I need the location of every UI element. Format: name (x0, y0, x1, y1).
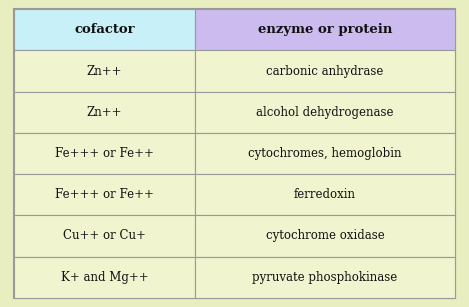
Text: Zn++: Zn++ (87, 106, 122, 119)
Text: pyruvate phosphokinase: pyruvate phosphokinase (252, 271, 398, 284)
Text: alcohol dehydrogenase: alcohol dehydrogenase (256, 106, 393, 119)
Bar (14, 257, 195, 298)
Text: carbonic anhydrase: carbonic anhydrase (266, 64, 384, 78)
Text: Cu++ or Cu+: Cu++ or Cu+ (63, 229, 146, 243)
Text: Fe+++ or Fe++: Fe+++ or Fe++ (55, 147, 154, 160)
Text: Fe+++ or Fe++: Fe+++ or Fe++ (55, 188, 154, 201)
Bar (14, 215, 195, 257)
Bar (195, 133, 455, 174)
Text: cofactor: cofactor (74, 23, 135, 36)
Bar (14, 50, 195, 92)
Text: cytochrome oxidase: cytochrome oxidase (265, 229, 384, 243)
Bar (14, 133, 195, 174)
Text: enzyme or protein: enzyme or protein (257, 23, 392, 36)
Text: K+ and Mg++: K+ and Mg++ (61, 271, 148, 284)
Text: cytochromes, hemoglobin: cytochromes, hemoglobin (248, 147, 401, 160)
Text: Zn++: Zn++ (87, 64, 122, 78)
Bar (195, 92, 455, 133)
Bar (14, 92, 195, 133)
Bar (14, 9, 195, 50)
Text: ferredoxin: ferredoxin (294, 188, 356, 201)
Bar (195, 257, 455, 298)
Bar (195, 9, 455, 50)
Bar (195, 50, 455, 92)
Bar (195, 215, 455, 257)
Bar (14, 174, 195, 215)
Bar (195, 174, 455, 215)
